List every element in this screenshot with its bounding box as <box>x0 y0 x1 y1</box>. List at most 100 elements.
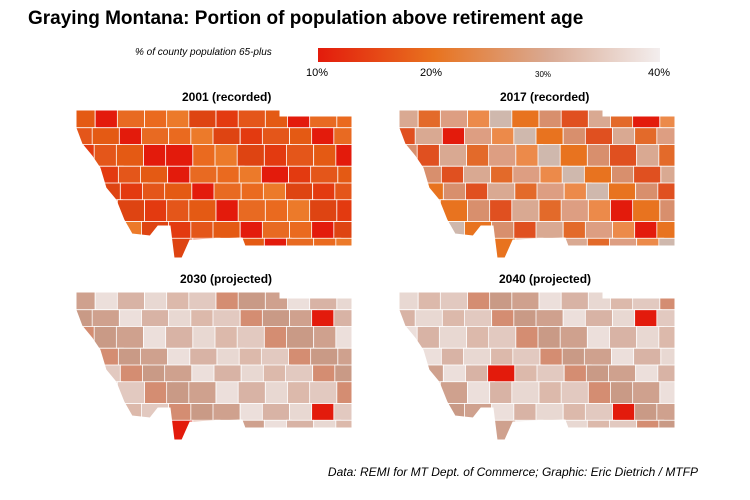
county-shape <box>309 381 338 404</box>
county-shape <box>399 292 419 311</box>
county-shape <box>632 110 661 129</box>
county-shape <box>399 182 422 206</box>
map-title-2040: 2040 (projected) <box>499 272 592 286</box>
county-shape <box>335 326 352 349</box>
county-shape <box>439 199 468 222</box>
county-shape <box>336 199 352 222</box>
county-shape <box>188 110 217 129</box>
county-shape <box>659 381 675 404</box>
county-shape <box>165 237 194 258</box>
county-shape <box>143 237 172 258</box>
county-shape <box>632 199 661 222</box>
county-shape <box>466 419 495 440</box>
county-shape <box>438 237 467 258</box>
county-shape <box>76 182 99 206</box>
county-shape <box>560 381 589 404</box>
county-shape <box>439 292 468 311</box>
county-map-svg <box>75 109 353 259</box>
county-shape <box>535 403 564 426</box>
county-shape <box>309 292 338 311</box>
state-outline <box>398 109 676 259</box>
county-shape <box>488 326 517 349</box>
county-shape <box>76 292 96 311</box>
county-shape <box>165 326 194 349</box>
county-shape <box>559 144 588 167</box>
county-shape <box>141 221 170 244</box>
county-shape <box>76 237 100 258</box>
county-shape <box>659 199 675 222</box>
county-shape <box>116 292 145 311</box>
county-shape <box>76 403 98 426</box>
county-shape <box>212 221 241 244</box>
county-shape <box>214 419 243 440</box>
county-shape <box>336 110 352 129</box>
county-shape <box>560 199 589 222</box>
county-shape <box>414 221 443 244</box>
county-shape <box>165 144 194 167</box>
county-shape <box>488 419 517 440</box>
county-shape <box>399 199 419 222</box>
county-shape <box>76 221 98 244</box>
montana-map-2040 <box>393 290 683 441</box>
county-shape <box>93 237 122 258</box>
county-shape <box>143 419 172 440</box>
county-shape <box>464 221 493 244</box>
county-shape <box>286 237 315 258</box>
map-title-2001: 2001 (recorded) <box>182 90 272 104</box>
county-shape <box>76 199 96 222</box>
county-shape <box>115 237 144 258</box>
state-outline <box>75 109 353 259</box>
county-shape <box>165 419 194 440</box>
county-shape <box>438 419 467 440</box>
county-shape <box>466 237 495 258</box>
county-shape <box>286 144 315 167</box>
county-shape <box>309 110 338 129</box>
county-shape <box>212 403 241 426</box>
county-shape <box>236 237 265 258</box>
county-shape <box>192 419 221 440</box>
county-shape <box>438 326 467 349</box>
county-shape <box>515 237 544 258</box>
county-shape <box>488 144 517 167</box>
county-shape <box>416 419 445 440</box>
state-outline <box>75 291 353 441</box>
county-shape <box>416 237 445 258</box>
county-shape <box>236 326 265 349</box>
county-shape <box>76 419 100 440</box>
county-shape <box>115 144 144 167</box>
county-shape <box>515 419 544 440</box>
map-title-2030: 2030 (projected) <box>180 272 273 286</box>
county-shape <box>236 419 265 440</box>
county-map-svg <box>398 291 676 441</box>
county-map-svg <box>75 291 353 441</box>
county-shape <box>335 144 352 167</box>
county-shape <box>335 419 352 440</box>
county-shape <box>511 110 540 129</box>
county-shape <box>336 381 352 404</box>
county-shape <box>286 326 315 349</box>
county-shape <box>76 347 97 371</box>
source-credit: Data: REMI for MT Dept. of Commerce; Gra… <box>327 465 698 479</box>
county-shape <box>511 292 540 311</box>
county-shape <box>76 381 96 404</box>
county-shape <box>188 381 217 404</box>
montana-map-2017 <box>393 108 683 259</box>
legend-tick-20: 20% <box>420 67 443 79</box>
county-shape <box>309 199 338 222</box>
county-shape <box>237 199 266 222</box>
county-shape <box>188 199 217 222</box>
county-shape <box>609 326 638 349</box>
county-shape <box>116 381 145 404</box>
county-shape <box>439 381 468 404</box>
county-shape <box>609 419 638 440</box>
county-shape <box>609 237 638 258</box>
county-shape <box>399 221 421 244</box>
county-shape <box>659 110 675 129</box>
county-shape <box>237 381 266 404</box>
county-shape <box>560 292 589 311</box>
montana-map-2001 <box>70 108 360 259</box>
montana-map-2030 <box>70 290 360 441</box>
county-shape <box>237 110 266 129</box>
legend-color-bar <box>318 48 660 62</box>
page-title: Graying Montana: Portion of population a… <box>28 8 584 29</box>
